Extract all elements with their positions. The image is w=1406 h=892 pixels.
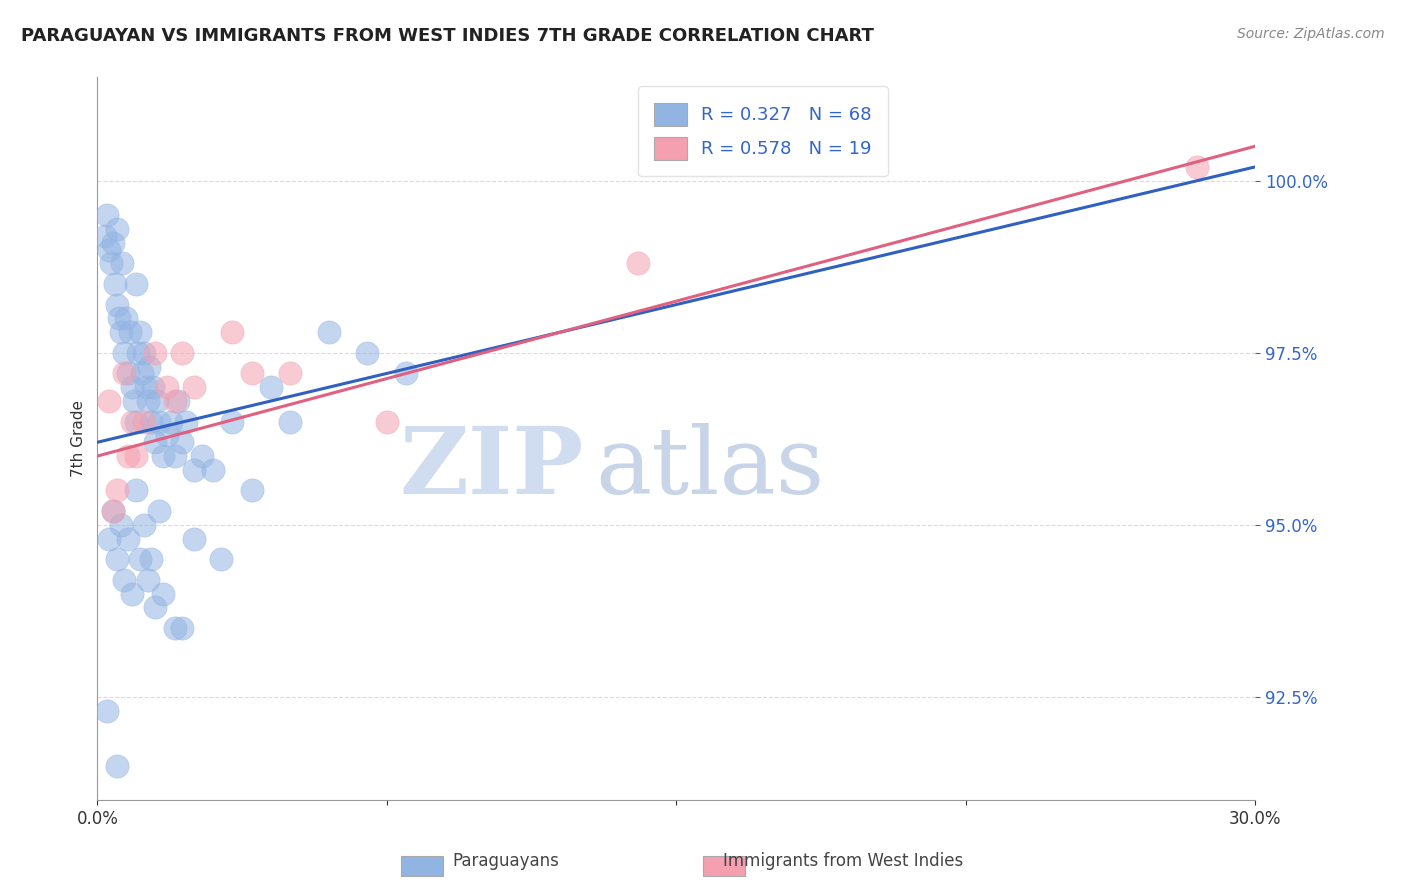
Point bbox=[148, 415, 170, 429]
Point bbox=[260, 380, 283, 394]
Point bbox=[143, 600, 166, 615]
Point bbox=[159, 415, 181, 429]
Point bbox=[121, 380, 143, 394]
Point bbox=[115, 311, 138, 326]
Point bbox=[172, 345, 194, 359]
Point bbox=[97, 243, 120, 257]
Point bbox=[136, 573, 159, 587]
Point bbox=[121, 415, 143, 429]
Text: ZIP: ZIP bbox=[399, 423, 583, 513]
Point bbox=[110, 325, 132, 339]
Point bbox=[128, 552, 150, 566]
Text: Paraguayans: Paraguayans bbox=[453, 852, 560, 870]
Point bbox=[100, 256, 122, 270]
Text: PARAGUAYAN VS IMMIGRANTS FROM WEST INDIES 7TH GRADE CORRELATION CHART: PARAGUAYAN VS IMMIGRANTS FROM WEST INDIE… bbox=[21, 27, 875, 45]
Y-axis label: 7th Grade: 7th Grade bbox=[72, 401, 86, 477]
Point bbox=[112, 367, 135, 381]
Point bbox=[125, 449, 148, 463]
Point bbox=[110, 517, 132, 532]
Point bbox=[156, 380, 179, 394]
Point bbox=[172, 621, 194, 635]
Point bbox=[278, 367, 301, 381]
Point bbox=[146, 394, 169, 409]
Point bbox=[141, 552, 163, 566]
Point bbox=[163, 621, 186, 635]
Point bbox=[356, 345, 378, 359]
Point bbox=[141, 415, 163, 429]
Point bbox=[122, 394, 145, 409]
Point bbox=[117, 449, 139, 463]
Point bbox=[94, 228, 117, 243]
Point bbox=[112, 345, 135, 359]
Point bbox=[132, 345, 155, 359]
Point bbox=[152, 449, 174, 463]
Point bbox=[131, 367, 153, 381]
Point bbox=[202, 463, 225, 477]
Point bbox=[96, 208, 118, 222]
Point bbox=[1185, 160, 1208, 174]
Point bbox=[172, 435, 194, 450]
Point bbox=[138, 359, 160, 374]
Point bbox=[395, 367, 418, 381]
Point bbox=[97, 532, 120, 546]
Point bbox=[136, 394, 159, 409]
Point bbox=[318, 325, 340, 339]
Point bbox=[125, 415, 148, 429]
Point bbox=[183, 532, 205, 546]
Point bbox=[221, 325, 243, 339]
Text: Immigrants from West Indies: Immigrants from West Indies bbox=[724, 852, 963, 870]
Point bbox=[101, 504, 124, 518]
Point bbox=[128, 325, 150, 339]
Point bbox=[105, 759, 128, 773]
Point bbox=[143, 345, 166, 359]
Point bbox=[142, 380, 165, 394]
Point bbox=[190, 449, 212, 463]
Point bbox=[127, 345, 149, 359]
Text: Source: ZipAtlas.com: Source: ZipAtlas.com bbox=[1237, 27, 1385, 41]
Point bbox=[105, 552, 128, 566]
Point bbox=[240, 367, 263, 381]
Point bbox=[221, 415, 243, 429]
Point bbox=[240, 483, 263, 498]
Text: atlas: atlas bbox=[595, 423, 824, 513]
Point bbox=[104, 277, 127, 291]
Point bbox=[117, 532, 139, 546]
Point bbox=[112, 573, 135, 587]
Point bbox=[132, 415, 155, 429]
Point bbox=[105, 297, 128, 311]
Point bbox=[111, 256, 134, 270]
Point bbox=[132, 517, 155, 532]
Legend: R = 0.327   N = 68, R = 0.578   N = 19: R = 0.327 N = 68, R = 0.578 N = 19 bbox=[638, 87, 889, 177]
Point bbox=[156, 428, 179, 442]
Point bbox=[125, 483, 148, 498]
Point bbox=[105, 483, 128, 498]
Point bbox=[375, 415, 398, 429]
Point bbox=[117, 367, 139, 381]
Point bbox=[121, 587, 143, 601]
Point bbox=[96, 704, 118, 718]
Point bbox=[143, 435, 166, 450]
Point bbox=[209, 552, 232, 566]
Point bbox=[183, 463, 205, 477]
Point bbox=[152, 587, 174, 601]
Point bbox=[107, 311, 129, 326]
Point bbox=[163, 449, 186, 463]
Point bbox=[101, 504, 124, 518]
Point bbox=[278, 415, 301, 429]
Point bbox=[125, 277, 148, 291]
Point bbox=[148, 504, 170, 518]
Point bbox=[163, 394, 186, 409]
Point bbox=[105, 222, 128, 236]
Point bbox=[120, 325, 142, 339]
Point bbox=[183, 380, 205, 394]
Point bbox=[174, 415, 197, 429]
Point bbox=[626, 256, 648, 270]
Point bbox=[167, 394, 190, 409]
Point bbox=[101, 235, 124, 250]
Point bbox=[97, 394, 120, 409]
Point bbox=[135, 380, 157, 394]
